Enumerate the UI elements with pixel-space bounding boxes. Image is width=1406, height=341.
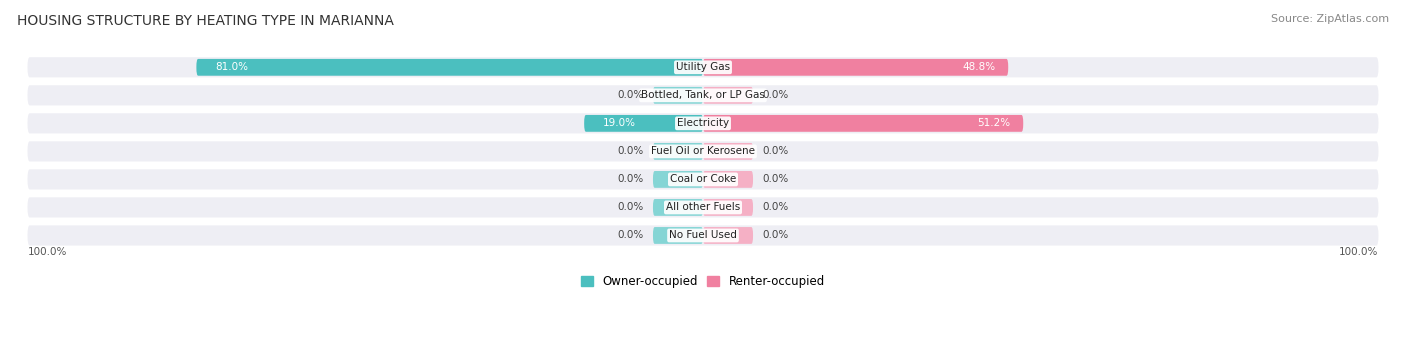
Text: Source: ZipAtlas.com: Source: ZipAtlas.com <box>1271 14 1389 24</box>
FancyBboxPatch shape <box>28 85 1378 105</box>
FancyBboxPatch shape <box>652 143 703 160</box>
FancyBboxPatch shape <box>703 59 1008 76</box>
Text: 51.2%: 51.2% <box>977 118 1011 128</box>
FancyBboxPatch shape <box>703 199 754 216</box>
Text: 0.0%: 0.0% <box>762 146 789 157</box>
Text: Bottled, Tank, or LP Gas: Bottled, Tank, or LP Gas <box>641 90 765 100</box>
FancyBboxPatch shape <box>28 197 1378 218</box>
Text: 0.0%: 0.0% <box>617 231 644 240</box>
FancyBboxPatch shape <box>652 87 703 104</box>
FancyBboxPatch shape <box>703 87 754 104</box>
FancyBboxPatch shape <box>652 227 703 244</box>
FancyBboxPatch shape <box>28 141 1378 162</box>
FancyBboxPatch shape <box>197 59 703 76</box>
FancyBboxPatch shape <box>583 115 703 132</box>
Text: 0.0%: 0.0% <box>762 203 789 212</box>
FancyBboxPatch shape <box>703 227 754 244</box>
FancyBboxPatch shape <box>28 57 1378 77</box>
Text: 0.0%: 0.0% <box>617 174 644 184</box>
Text: Electricity: Electricity <box>676 118 730 128</box>
Text: 0.0%: 0.0% <box>617 146 644 157</box>
Text: 0.0%: 0.0% <box>617 203 644 212</box>
Legend: Owner-occupied, Renter-occupied: Owner-occupied, Renter-occupied <box>576 270 830 293</box>
Text: 48.8%: 48.8% <box>963 62 995 72</box>
Text: 0.0%: 0.0% <box>762 231 789 240</box>
FancyBboxPatch shape <box>652 199 703 216</box>
Text: Utility Gas: Utility Gas <box>676 62 730 72</box>
FancyBboxPatch shape <box>28 113 1378 133</box>
FancyBboxPatch shape <box>28 225 1378 246</box>
FancyBboxPatch shape <box>703 115 1024 132</box>
Text: HOUSING STRUCTURE BY HEATING TYPE IN MARIANNA: HOUSING STRUCTURE BY HEATING TYPE IN MAR… <box>17 14 394 28</box>
Text: 19.0%: 19.0% <box>603 118 636 128</box>
Text: Coal or Coke: Coal or Coke <box>669 174 737 184</box>
Text: 0.0%: 0.0% <box>617 90 644 100</box>
FancyBboxPatch shape <box>703 143 754 160</box>
Text: 0.0%: 0.0% <box>762 90 789 100</box>
Text: 100.0%: 100.0% <box>28 247 67 257</box>
Text: No Fuel Used: No Fuel Used <box>669 231 737 240</box>
Text: 100.0%: 100.0% <box>1339 247 1378 257</box>
Text: 0.0%: 0.0% <box>762 174 789 184</box>
FancyBboxPatch shape <box>652 171 703 188</box>
Text: Fuel Oil or Kerosene: Fuel Oil or Kerosene <box>651 146 755 157</box>
Text: All other Fuels: All other Fuels <box>666 203 740 212</box>
Text: 81.0%: 81.0% <box>215 62 247 72</box>
FancyBboxPatch shape <box>703 171 754 188</box>
FancyBboxPatch shape <box>28 169 1378 190</box>
